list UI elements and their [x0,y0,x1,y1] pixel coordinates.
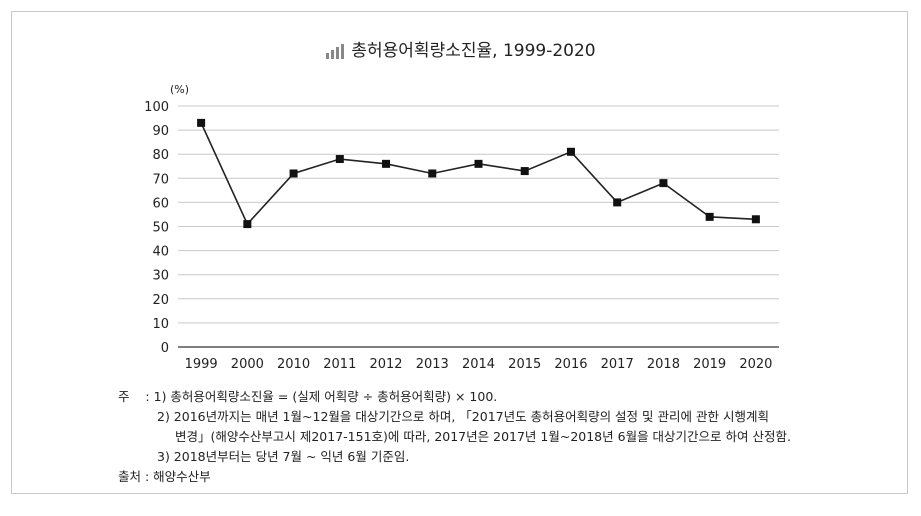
note-line-2: 2) 2016년까지는 매년 1월~12월을 대상기간으로 하며, 「2017년… [157,409,769,424]
notes-label: 주 [118,389,130,404]
x-tick-label: 2020 [739,357,772,372]
bar-chart-icon [325,43,345,64]
x-tick-label: 2000 [231,357,264,372]
data-point [566,147,575,156]
line-chart: 0 10 20 30 40 50 60 70 80 90 100(%) 1999 2000 2010 201… [144,83,779,372]
data-point [520,167,529,176]
data-point [751,215,760,224]
note-line-1: 주 : 1) 총허용어획량소진율 = (실제 어획량 ÷ 총허용어획량) × 1… [118,387,791,407]
data-point [382,159,391,168]
x-tick-label: 2019 [693,357,726,372]
note-line-3: 변경」(해양수산부고시 제2017-151호)에 따라, 2017년은 2017… [175,429,791,444]
y-tick-label: 90 [152,124,169,139]
chart-title: 총허용어획량소진율, 1999-2020 [351,41,596,61]
x-tick-label: 2013 [416,357,449,372]
chart-title-row: 총허용어획량소진율, 1999-2020 [0,36,921,64]
y-tick-label: 100 [144,100,169,115]
y-tick-label: 60 [152,196,169,211]
x-tick-label: 2010 [277,357,310,372]
y-axis-unit-label: (%) [170,83,189,96]
notes-sep: : [145,389,150,404]
x-tick-label: 2014 [462,357,495,372]
y-tick-label: 30 [152,269,169,284]
data-point [428,169,437,178]
series-line [200,122,756,226]
y-tick-label: 80 [152,148,169,163]
y-tick-label: 70 [152,172,169,187]
x-tick-label: 2011 [323,357,356,372]
note-item-1: 1) 총허용어획량소진율 = (실제 어획량 ÷ 총허용어획량) × 100. [153,389,498,404]
figure-frame [11,11,908,494]
y-tick-label: 40 [152,245,169,260]
source-line: 출처 : 해양수산부 [118,469,211,484]
x-tick-label: 2015 [508,357,541,372]
notes-block: 주 : 1) 총허용어획량소진율 = (실제 어획량 ÷ 총허용어획량) × 1… [118,387,791,487]
data-point [197,118,206,127]
x-tick-label: 2017 [601,357,634,372]
y-tick-label: 10 [152,317,169,332]
data-point [335,155,344,164]
y-tick-label: 50 [152,221,169,236]
x-tick-label: 2016 [554,357,587,372]
data-point [613,198,622,207]
x-tick-label: 1999 [185,357,218,372]
y-tick-label: 20 [152,293,169,308]
data-point [289,169,298,178]
data-point [705,212,714,221]
x-tick-label: 2012 [369,357,402,372]
data-point [474,159,483,168]
y-tick-label: 0 [161,341,169,356]
data-point [659,179,668,188]
note-line-4: 3) 2018년부터는 당년 7월 ~ 익년 6월 기준임. [157,449,410,464]
x-tick-label: 2018 [647,357,680,372]
data-point [243,220,252,229]
